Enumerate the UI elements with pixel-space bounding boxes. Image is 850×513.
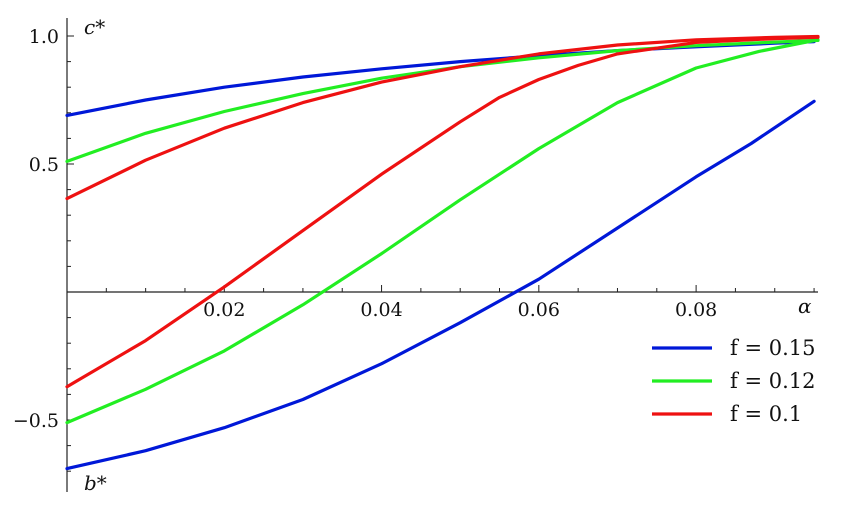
- x-axis-label: α: [798, 294, 812, 318]
- axis-labels: c* b* α: [84, 15, 812, 495]
- series-layer: [65, 34, 820, 471]
- series-012-lower-line: [65, 38, 820, 425]
- x-tick-label: 0.02: [203, 299, 245, 321]
- x-tick-label: 0.06: [518, 299, 560, 321]
- x-tick-label: 0.08: [675, 299, 717, 321]
- x-tick-label: 0.04: [360, 299, 402, 321]
- y-tick-label: 1.0: [29, 26, 59, 48]
- legend: f = 0.15 f = 0.12 f = 0.1: [652, 336, 815, 426]
- legend-label-012: f = 0.12: [730, 369, 815, 393]
- y-axis-label-top: c*: [84, 15, 105, 39]
- series-015-lower-line: [65, 99, 816, 471]
- y-tick-label: 0.5: [29, 154, 59, 176]
- y-axis-label-bottom: b*: [84, 471, 107, 495]
- legend-label-015: f = 0.15: [730, 336, 815, 360]
- series-012-upper-line: [65, 38, 820, 163]
- legend-label-01: f = 0.1: [730, 402, 802, 426]
- y-tick-label: −0.5: [13, 410, 59, 432]
- series-01-lower-line: [65, 35, 820, 389]
- series-01-upper-line: [65, 34, 820, 201]
- axes: 0.02 0.04 0.06 0.08 1.0 0.5 −0.5: [13, 18, 818, 492]
- series-015-upper-line: [65, 40, 816, 117]
